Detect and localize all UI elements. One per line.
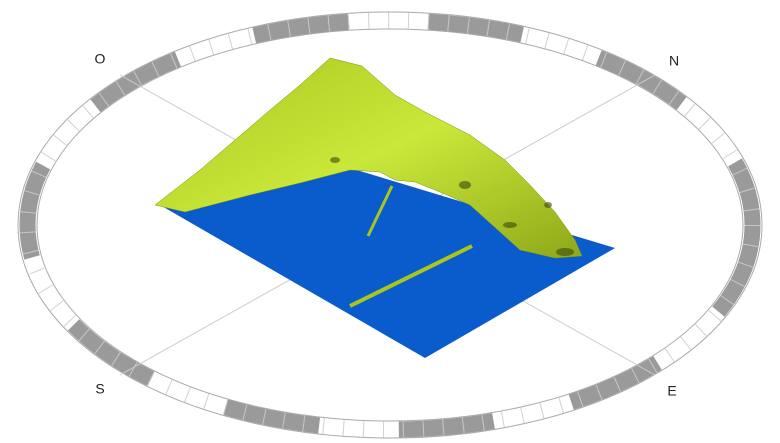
compass-label: O [95, 51, 106, 67]
compass-label: E [667, 383, 676, 399]
terrain [155, 58, 615, 358]
terrain-view: O N S E [0, 0, 780, 443]
page: O N S E (() => { const data = JSON.parse… [0, 0, 780, 443]
compass-label: N [669, 53, 679, 69]
compass-label: S [95, 381, 104, 397]
